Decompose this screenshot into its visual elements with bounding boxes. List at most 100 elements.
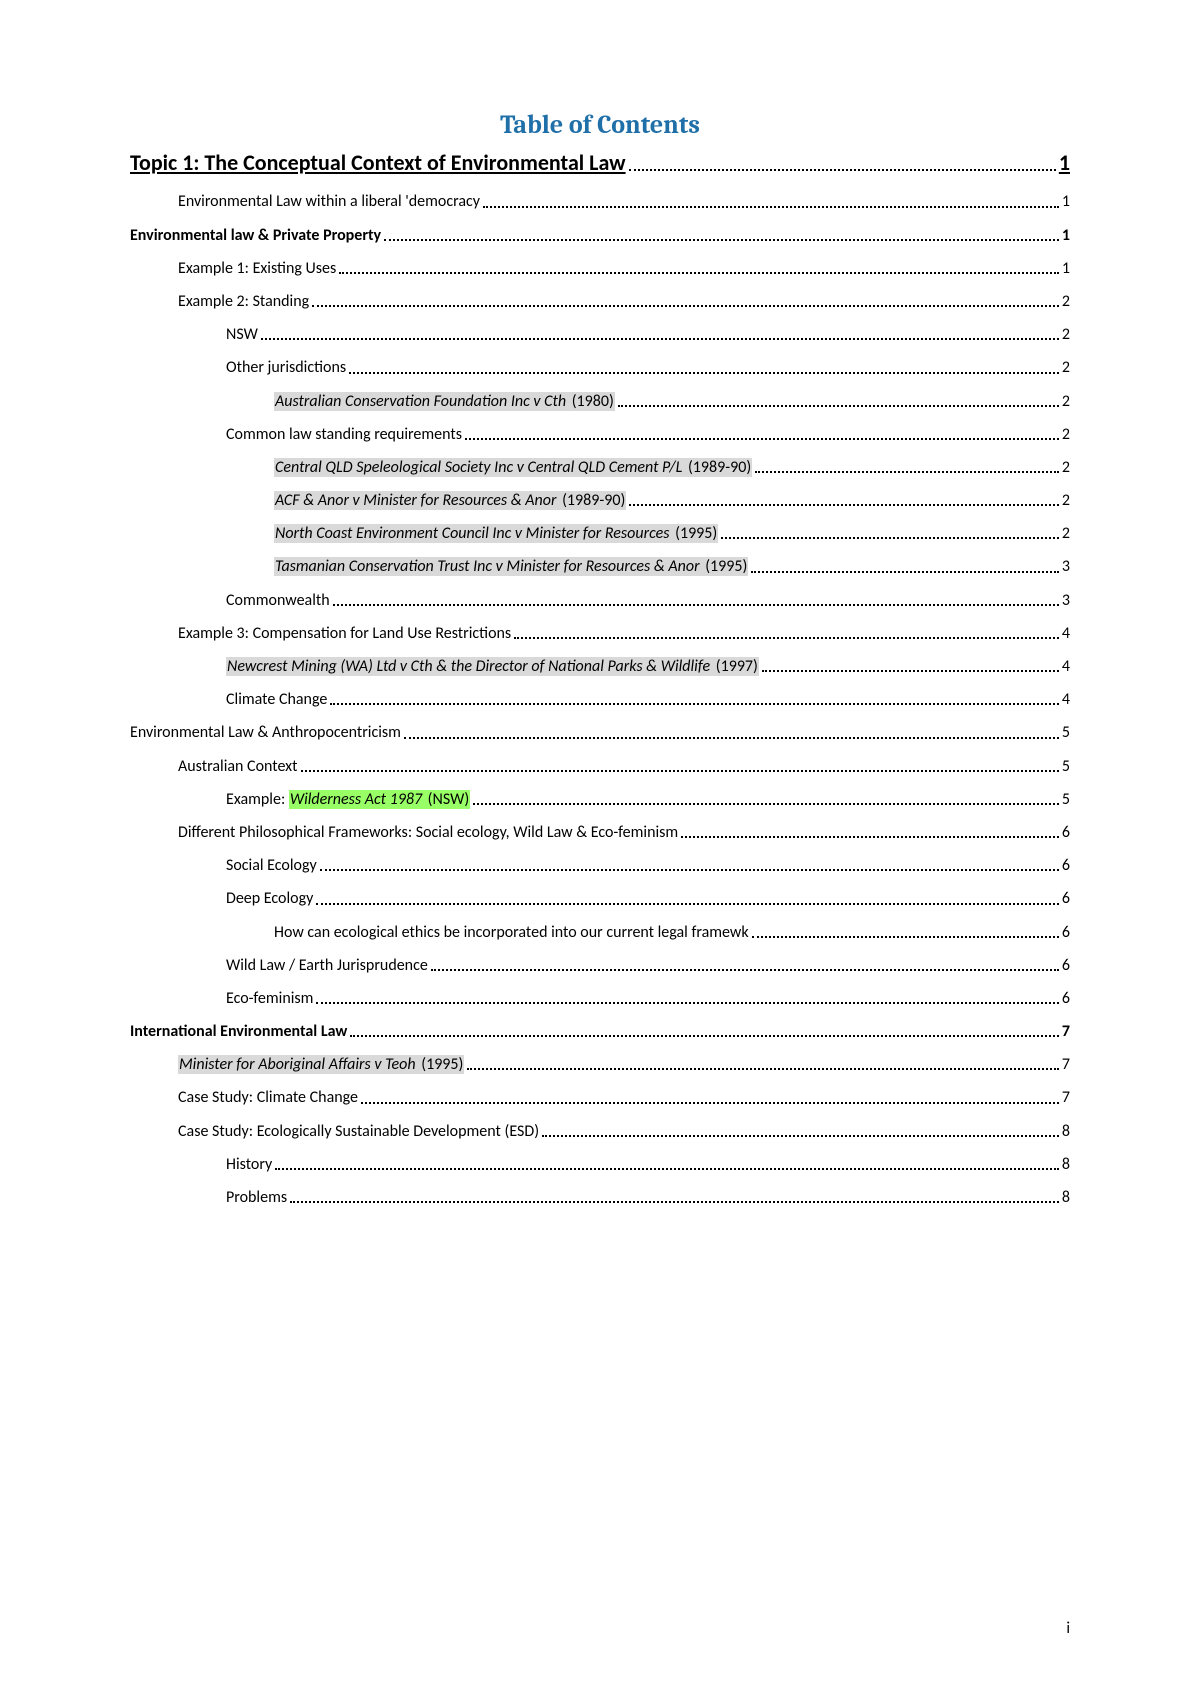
- toc-leader: [316, 903, 1059, 905]
- toc-entry-page: 1: [1062, 226, 1070, 245]
- toc-entry-page: 1: [1059, 150, 1070, 176]
- toc-entry[interactable]: Social Ecology 6: [130, 856, 1070, 875]
- toc-entry-label: Problems: [226, 1188, 287, 1207]
- toc-entry[interactable]: Tasmanian Conservation Trust Inc v Minis…: [130, 557, 1070, 576]
- toc-entry-page: 4: [1062, 690, 1070, 709]
- toc-entry[interactable]: ACF & Anor v Minister for Resources & An…: [130, 491, 1070, 510]
- toc-leader: [330, 703, 1059, 705]
- toc-entry[interactable]: Example 3: Compensation for Land Use Res…: [130, 624, 1070, 643]
- toc-entry[interactable]: Wild Law / Earth Jurisprudence6: [130, 956, 1070, 975]
- toc-entry[interactable]: International Environmental Law7: [130, 1022, 1070, 1041]
- toc-entry[interactable]: Deep Ecology6: [130, 889, 1070, 908]
- toc-leader: [316, 1002, 1058, 1004]
- toc-entry[interactable]: Topic 1: The Conceptual Context of Envir…: [130, 150, 1070, 176]
- toc-entry-page: 2: [1062, 292, 1070, 311]
- toc-leader: [301, 770, 1059, 772]
- toc-entry-page: 5: [1062, 723, 1070, 742]
- toc-entry[interactable]: Environmental Law within a liberal 'demo…: [130, 192, 1070, 211]
- toc-entry-label: Environmental Law & Anthropocentricism: [130, 723, 401, 742]
- toc-leader: [465, 438, 1059, 440]
- toc-entry-label: Tasmanian Conservation Trust Inc v Minis…: [274, 557, 748, 576]
- toc-entry-label: Central QLD Speleological Society Inc v …: [274, 458, 752, 477]
- toc-entry-label: Climate Change: [226, 690, 327, 709]
- toc-leader: [290, 1201, 1059, 1203]
- toc-leader: [467, 1068, 1059, 1070]
- toc-leader: [629, 504, 1059, 506]
- toc-leader: [752, 936, 1059, 938]
- toc-entry[interactable]: How can ecological ethics be incorporate…: [130, 923, 1070, 942]
- table-of-contents: Topic 1: The Conceptual Context of Envir…: [130, 150, 1070, 1207]
- toc-leader: [404, 737, 1059, 739]
- toc-leader: [384, 239, 1059, 241]
- toc-entry-page: 6: [1062, 823, 1070, 842]
- toc-entry[interactable]: Central QLD Speleological Society Inc v …: [130, 458, 1070, 477]
- toc-leader: [431, 969, 1059, 971]
- toc-entry[interactable]: Newcrest Mining (WA) Ltd v Cth & the Dir…: [130, 657, 1070, 676]
- toc-entry[interactable]: Minister for Aboriginal Affairs v Teoh (…: [130, 1055, 1070, 1074]
- toc-entry-label: How can ecological ethics be incorporate…: [274, 923, 749, 942]
- toc-leader: [755, 471, 1059, 473]
- toc-entry-page: 2: [1062, 425, 1070, 444]
- toc-entry-page: 6: [1062, 889, 1070, 908]
- toc-entry[interactable]: History8: [130, 1155, 1070, 1174]
- toc-entry[interactable]: Climate Change 4: [130, 690, 1070, 709]
- toc-entry[interactable]: Example: Wilderness Act 1987 (NSW)5: [130, 790, 1070, 809]
- toc-entry[interactable]: Environmental Law & Anthropocentricism 5: [130, 723, 1070, 742]
- toc-leader: [483, 206, 1059, 208]
- toc-entry-label: Social Ecology: [226, 856, 317, 875]
- toc-entry[interactable]: North Coast Environment Council Inc v Mi…: [130, 524, 1070, 543]
- toc-entry-label: Commonwealth: [226, 591, 330, 610]
- toc-entry[interactable]: Environmental law & Private Property 1: [130, 226, 1070, 245]
- toc-entry[interactable]: Example 1: Existing Uses1: [130, 259, 1070, 278]
- toc-entry-page: 7: [1062, 1055, 1070, 1074]
- toc-entry-page: 4: [1062, 624, 1070, 643]
- toc-entry-page: 2: [1062, 392, 1070, 411]
- toc-leader: [618, 405, 1059, 407]
- toc-entry-label: Case Study: Ecologically Sustainable Dev…: [178, 1122, 539, 1141]
- toc-leader: [261, 338, 1059, 340]
- toc-leader: [349, 372, 1059, 374]
- toc-entry-label: Wild Law / Earth Jurisprudence: [226, 956, 428, 975]
- toc-entry-page: 2: [1062, 524, 1070, 543]
- toc-entry[interactable]: Commonwealth3: [130, 591, 1070, 610]
- toc-entry[interactable]: Example 2: Standing 2: [130, 292, 1070, 311]
- toc-entry-label: Example: Wilderness Act 1987 (NSW): [226, 790, 470, 809]
- toc-entry[interactable]: Other jurisdictions 2: [130, 358, 1070, 377]
- page-title: Table of Contents: [130, 110, 1070, 140]
- toc-entry-label: History: [226, 1155, 272, 1174]
- toc-entry-label: Australian Conservation Foundation Inc v…: [274, 392, 615, 411]
- toc-entry[interactable]: NSW 2: [130, 325, 1070, 344]
- toc-entry-label: Other jurisdictions: [226, 358, 346, 377]
- toc-entry-page: 2: [1062, 458, 1070, 477]
- toc-entry[interactable]: Eco-feminism6: [130, 989, 1070, 1008]
- toc-entry-label: Example 2: Standing: [178, 292, 309, 311]
- toc-entry-page: 8: [1062, 1188, 1070, 1207]
- toc-entry-label: Case Study: Climate Change: [178, 1088, 358, 1107]
- toc-entry-label: Environmental law & Private Property: [130, 226, 381, 245]
- toc-leader: [350, 1035, 1059, 1037]
- toc-entry[interactable]: Problems 8: [130, 1188, 1070, 1207]
- toc-entry-page: 6: [1062, 923, 1070, 942]
- toc-entry-page: 5: [1062, 757, 1070, 776]
- toc-entry[interactable]: Common law standing requirements 2: [130, 425, 1070, 444]
- toc-entry-label: NSW: [226, 325, 258, 344]
- toc-entry-page: 1: [1062, 192, 1070, 211]
- toc-entry-page: 6: [1062, 856, 1070, 875]
- toc-entry[interactable]: Different Philosophical Frameworks: Soci…: [130, 823, 1070, 842]
- toc-leader: [629, 169, 1056, 171]
- toc-leader: [542, 1135, 1059, 1137]
- toc-entry-label: Common law standing requirements: [226, 425, 462, 444]
- toc-entry[interactable]: Case Study: Climate Change7: [130, 1088, 1070, 1107]
- toc-entry-label: Topic 1: The Conceptual Context of Envir…: [130, 150, 626, 176]
- toc-leader: [762, 670, 1059, 672]
- toc-entry[interactable]: Australian Context5: [130, 757, 1070, 776]
- toc-leader: [721, 537, 1059, 539]
- toc-entry-page: 2: [1062, 358, 1070, 377]
- toc-entry-label: Example 3: Compensation for Land Use Res…: [178, 624, 511, 643]
- toc-entry-page: 8: [1062, 1122, 1070, 1141]
- toc-entry[interactable]: Case Study: Ecologically Sustainable Dev…: [130, 1122, 1070, 1141]
- toc-entry[interactable]: Australian Conservation Foundation Inc v…: [130, 392, 1070, 411]
- toc-entry-page: 2: [1062, 325, 1070, 344]
- toc-entry-page: 7: [1062, 1022, 1070, 1041]
- toc-leader: [275, 1168, 1059, 1170]
